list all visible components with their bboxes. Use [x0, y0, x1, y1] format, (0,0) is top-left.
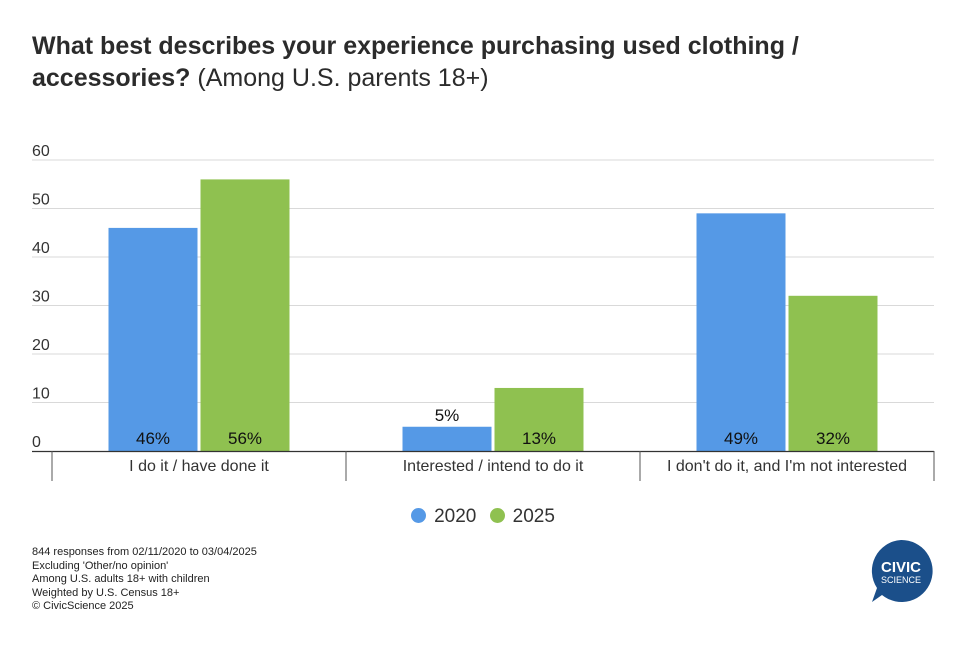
bar-2025-3: [788, 295, 878, 451]
footer-line: 844 responses from 02/11/2020 to 03/04/2…: [32, 546, 257, 558]
data-label: 13%: [522, 429, 556, 448]
y-tick-label: 20: [32, 337, 50, 354]
data-labels: 46% 56% 5% 13% 49% 32%: [136, 406, 850, 448]
civicscience-logo: CIVIC SCIENCE: [871, 539, 933, 602]
x-category-label: I don't do it, and I'm not interested: [667, 458, 907, 475]
data-label: 5%: [435, 406, 460, 425]
chart-title-main: What best describes your experience purc…: [32, 32, 799, 92]
x-category-label: Interested / intend to do it: [403, 458, 584, 475]
legend-item-2020[interactable]: 2020: [411, 506, 476, 528]
legend-label-2025: 2025: [512, 506, 555, 527]
x-axis: I do it / have done it Interested / inten…: [32, 450, 935, 481]
footer-line: Excluding 'Other/no opinion': [32, 559, 169, 572]
data-label: 32%: [816, 429, 850, 448]
legend: 2020 2025: [0, 506, 966, 528]
legend-swatch-2025: [489, 508, 505, 523]
logo-text-civic: CIVIC: [881, 559, 921, 576]
legend-swatch-2020: [411, 508, 427, 523]
footer-line: Weighted by U.S. Census 18+: [32, 586, 180, 599]
bar-2025-1: [200, 179, 290, 451]
footer-line: Among U.S. adults 18+ with children: [32, 573, 210, 585]
bar-2025-2: [494, 387, 584, 451]
y-tick-label: 0: [32, 434, 41, 451]
y-tick-label: 40: [32, 240, 50, 257]
y-tick-label: 60: [32, 143, 50, 160]
footer-notes: 844 responses from 02/11/2020 to 03/04/2…: [32, 546, 257, 614]
bar-2020-2: [402, 426, 492, 451]
legend-item-2025[interactable]: 2025: [489, 506, 555, 528]
data-label: 56%: [228, 429, 262, 448]
y-tick-label: 10: [32, 386, 50, 403]
bars: [108, 179, 878, 451]
data-label: 49%: [724, 429, 758, 448]
x-category-label: I do it / have done it: [129, 458, 269, 475]
bar-2020-1: [108, 227, 198, 451]
y-axis-ticks: 0 10 20 30 40 50 60: [32, 143, 50, 451]
legend-label-2020: 2020: [434, 506, 477, 527]
chart-title: What best describes your experience purc…: [32, 30, 932, 94]
bar-2020-3: [696, 213, 786, 451]
y-tick-label: 50: [32, 192, 50, 209]
data-label: 46%: [136, 429, 170, 448]
chart-title-sub: (Among U.S. parents 18+): [197, 64, 489, 92]
y-tick-label: 30: [32, 289, 50, 306]
logo-text-science: SCIENCE: [881, 575, 921, 585]
footer-line: © CivicScience 2025: [32, 600, 134, 612]
